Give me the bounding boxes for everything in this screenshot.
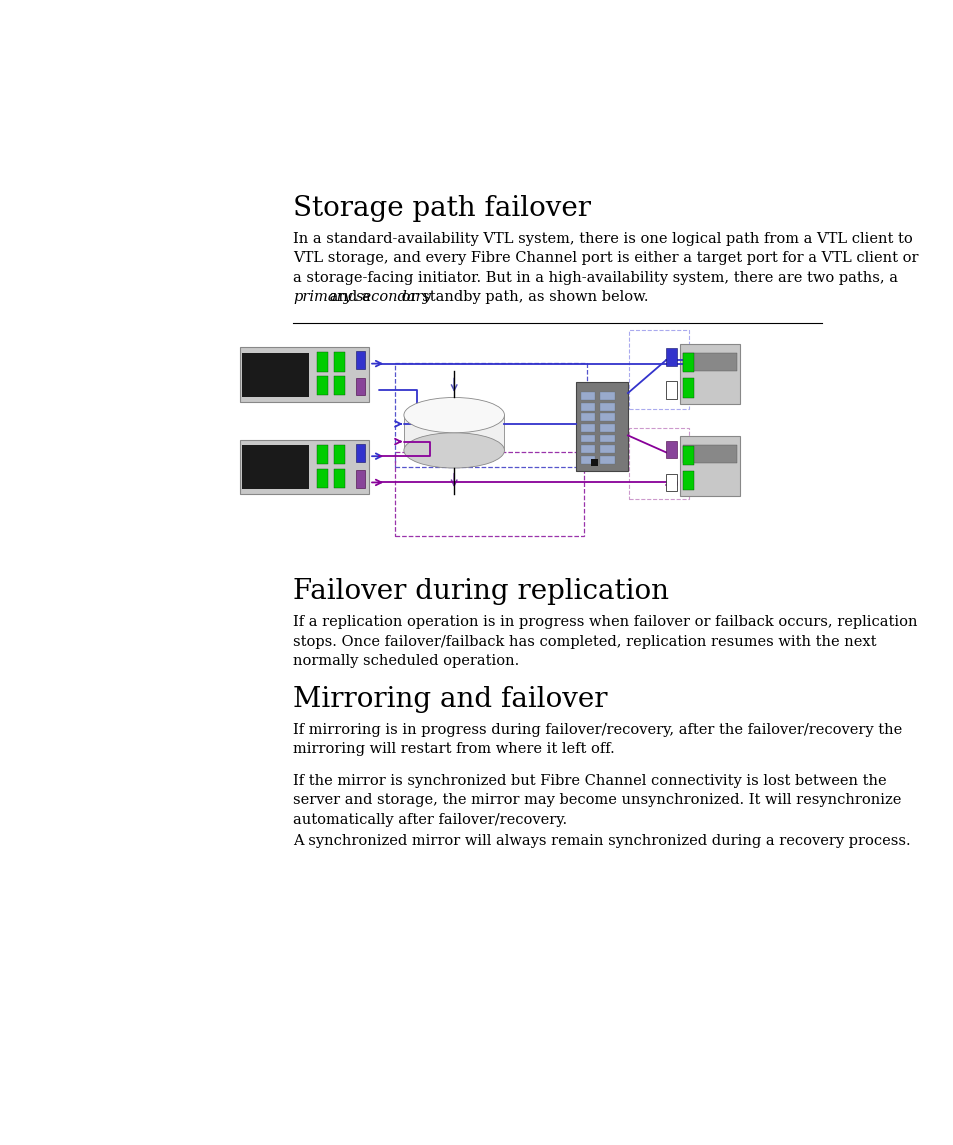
Bar <box>317 445 328 465</box>
Bar <box>334 445 344 465</box>
Bar <box>665 441 676 458</box>
Text: primary: primary <box>293 290 352 303</box>
Text: mirroring will restart from where it left off.: mirroring will restart from where it lef… <box>293 742 614 756</box>
Bar <box>682 353 736 371</box>
Text: If a replication operation is in progress when failover or failback occurs, repl: If a replication operation is in progres… <box>293 615 917 630</box>
Bar <box>317 353 328 372</box>
Ellipse shape <box>403 433 504 468</box>
Bar <box>355 378 365 395</box>
Bar <box>334 353 344 372</box>
Bar <box>580 434 595 442</box>
Bar <box>580 456 595 464</box>
Bar <box>629 428 688 499</box>
Bar <box>580 393 595 400</box>
Bar <box>395 363 587 467</box>
Bar <box>239 347 369 402</box>
Bar <box>334 468 344 488</box>
Bar <box>679 436 740 496</box>
Bar <box>580 445 595 453</box>
Bar <box>580 403 595 411</box>
Text: If mirroring is in progress during failover/recovery, after the failover/recover: If mirroring is in progress during failo… <box>293 722 902 737</box>
Text: In a standard-availability VTL system, there is one logical path from a VTL clie: In a standard-availability VTL system, t… <box>293 231 912 246</box>
Bar <box>682 378 694 397</box>
Bar <box>242 445 309 489</box>
Text: If the mirror is synchronized but Fibre Channel connectivity is lost between the: If the mirror is synchronized but Fibre … <box>293 774 885 788</box>
Text: ...: ... <box>252 364 256 369</box>
Text: and a: and a <box>324 290 375 303</box>
Bar <box>665 381 676 398</box>
Text: server and storage, the mirror may become unsynchronized. It will resynchronize: server and storage, the mirror may becom… <box>293 793 901 807</box>
Text: stops. Once failover/failback has completed, replication resumes with the next: stops. Once failover/failback has comple… <box>293 634 876 649</box>
Bar <box>679 344 740 404</box>
Text: normally scheduled operation.: normally scheduled operation. <box>293 654 518 668</box>
Bar <box>580 424 595 432</box>
Bar <box>599 393 614 400</box>
Bar <box>590 459 598 466</box>
Text: a storage-facing initiator. But in a high-availability system, there are two pat: a storage-facing initiator. But in a hig… <box>293 270 897 284</box>
Text: secondary: secondary <box>355 290 432 303</box>
Bar <box>665 348 676 366</box>
Bar <box>682 353 694 372</box>
Bar <box>580 413 595 421</box>
Text: A synchronized mirror will always remain synchronized during a recovery process.: A synchronized mirror will always remain… <box>293 834 910 848</box>
Bar <box>395 452 583 536</box>
Ellipse shape <box>403 397 504 433</box>
Bar <box>599 413 614 421</box>
Text: Failover during replication: Failover during replication <box>293 578 668 606</box>
Bar <box>317 376 328 395</box>
Bar <box>239 440 369 495</box>
Bar <box>682 471 694 490</box>
Bar <box>629 330 688 409</box>
Bar <box>334 376 344 395</box>
Bar <box>682 445 694 465</box>
Text: ...: ... <box>252 457 256 461</box>
Bar <box>355 444 365 461</box>
Bar <box>317 468 328 488</box>
Bar <box>403 416 504 450</box>
Bar <box>355 471 365 488</box>
Text: VTL storage, and every Fibre Channel port is either a target port for a VTL clie: VTL storage, and every Fibre Channel por… <box>293 251 918 266</box>
Bar <box>355 352 365 369</box>
Text: automatically after failover/recovery.: automatically after failover/recovery. <box>293 813 566 827</box>
Bar <box>242 353 309 396</box>
Bar <box>665 474 676 491</box>
Bar <box>576 382 627 471</box>
Text: Mirroring and failover: Mirroring and failover <box>293 686 607 713</box>
Text: Storage path failover: Storage path failover <box>293 195 590 222</box>
Bar <box>599 456 614 464</box>
Bar <box>599 434 614 442</box>
Bar <box>599 403 614 411</box>
Bar <box>599 445 614 453</box>
Bar <box>599 424 614 432</box>
Text: or standby path, as shown below.: or standby path, as shown below. <box>396 290 647 303</box>
Bar <box>682 445 736 464</box>
